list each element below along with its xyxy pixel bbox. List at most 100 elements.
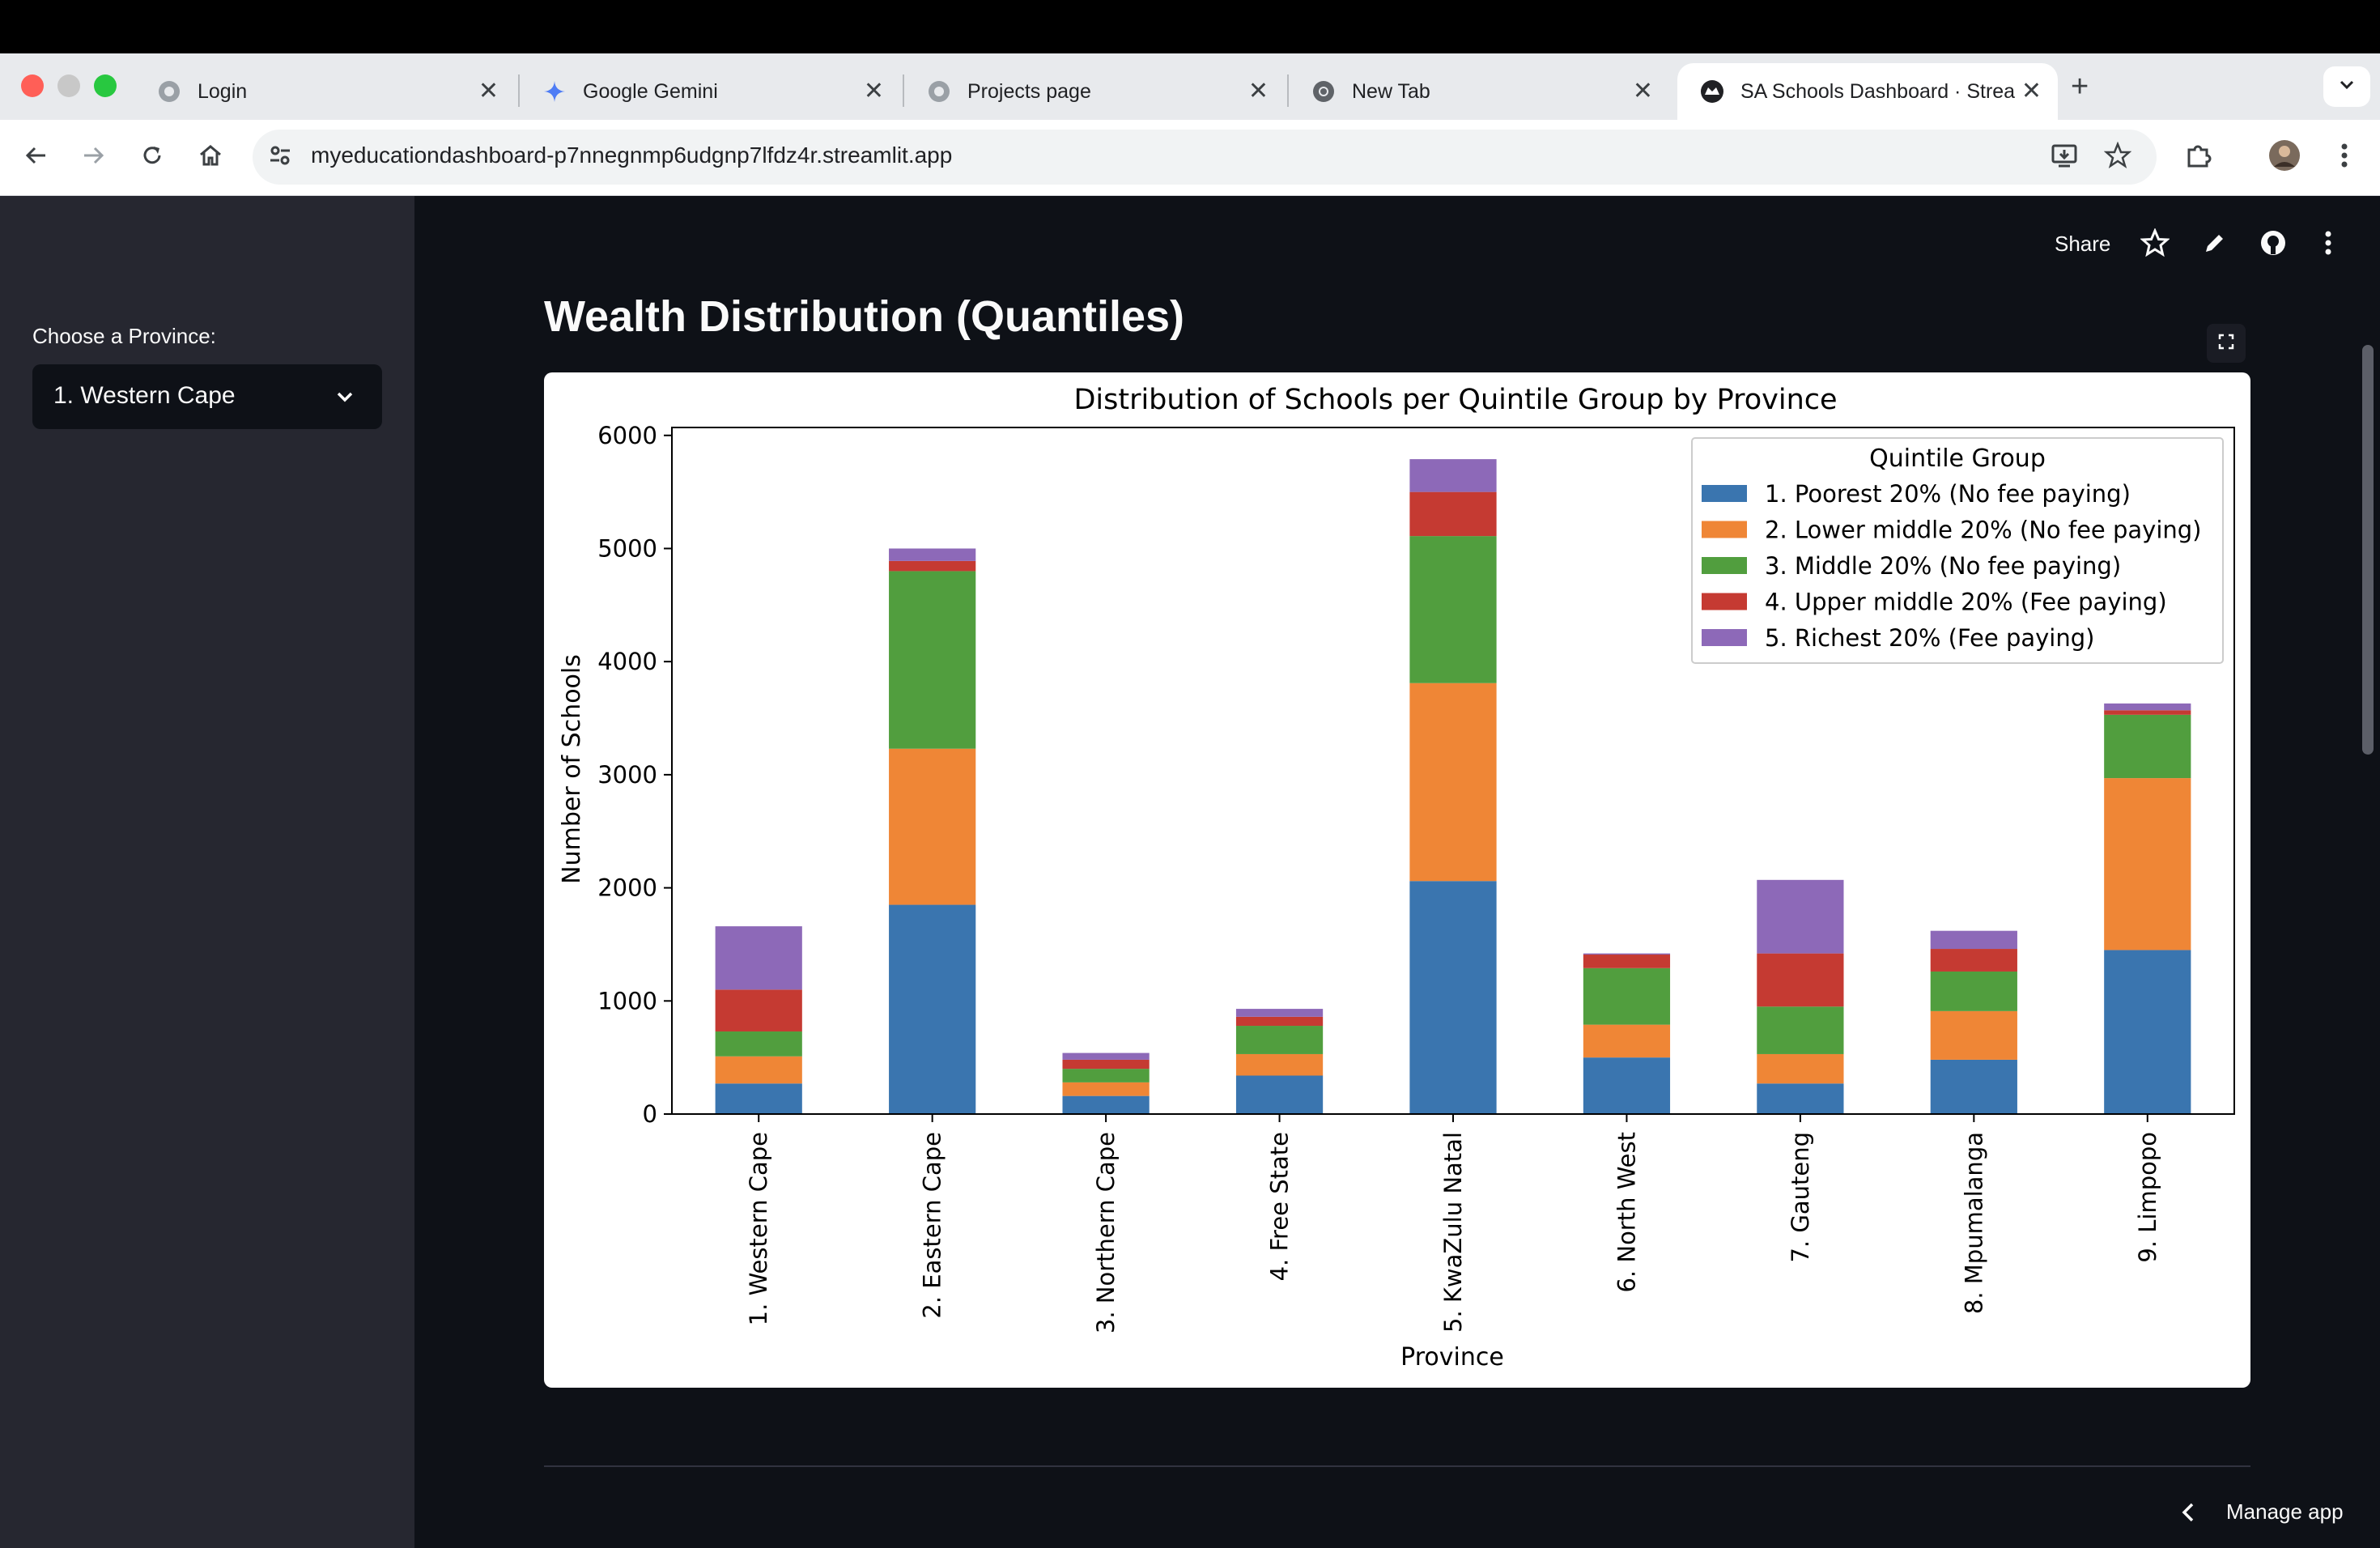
tab-search-button[interactable] <box>2323 66 2370 107</box>
y-tick-label: 2000 <box>597 874 657 902</box>
expand-icon <box>2218 334 2234 354</box>
forward-arrow-icon <box>81 142 107 172</box>
section-divider <box>544 1465 2250 1467</box>
bar-segment <box>1930 1010 2017 1060</box>
bar-segment <box>1757 1083 1844 1114</box>
tab-label: Google Gemini <box>583 79 718 103</box>
tab-label: Login <box>198 79 248 103</box>
tab-label: SA Schools Dashboard · Streamlit <box>1740 79 2016 103</box>
legend-entry: 5. Richest 20% (Fee paying) <box>1765 624 2094 652</box>
manage-app-button[interactable]: Manage app <box>2226 1499 2344 1524</box>
bar-segment <box>1409 459 1497 492</box>
bar-segment <box>2104 714 2191 779</box>
window-close-button[interactable] <box>21 74 44 97</box>
bar-segment <box>1235 1026 1324 1054</box>
x-tick-label: 4. Free State <box>1266 1132 1294 1281</box>
window-titlebar <box>0 0 2380 53</box>
bar-segment <box>1409 491 1497 537</box>
address-bar[interactable] <box>253 130 2157 185</box>
home-button[interactable] <box>193 139 228 175</box>
legend-title: Quintile Group <box>1869 444 2046 473</box>
bar-segment <box>1235 1016 1324 1027</box>
close-icon[interactable]: ✕ <box>2021 78 2042 104</box>
chart-container: Distribution of Schools per Quintile Gro… <box>544 372 2250 1388</box>
x-tick-label: 6. North West <box>1613 1132 1640 1293</box>
close-icon[interactable]: ✕ <box>863 78 884 104</box>
bar-segment <box>715 926 802 990</box>
x-tick-label: 2. Eastern Cape <box>919 1132 946 1319</box>
bar-segment <box>1235 1053 1324 1076</box>
y-tick-label: 4000 <box>597 648 657 675</box>
window-minimize-button[interactable] <box>57 74 80 97</box>
window-maximize-button[interactable] <box>94 74 117 97</box>
edit-pencil-icon[interactable] <box>2199 227 2231 259</box>
legend-swatch <box>1702 521 1747 538</box>
bar-segment <box>1757 1053 1844 1084</box>
kebab-menu-icon <box>2340 142 2349 173</box>
tab-separator <box>1287 74 1289 107</box>
chart-title: Distribution of Schools per Quintile Gro… <box>1073 384 1837 416</box>
github-icon[interactable] <box>2257 227 2289 259</box>
site-info-button[interactable] <box>262 139 298 175</box>
home-icon <box>198 142 223 172</box>
tab-new-tab[interactable]: New Tab ✕ <box>1289 63 1669 120</box>
bar-segment <box>1757 1006 1844 1054</box>
page-title: Wealth Distribution (Quantiles) <box>544 292 1185 341</box>
bar-segment <box>1235 1009 1324 1017</box>
main-menu-button[interactable] <box>2312 227 2344 259</box>
axes-group: 0 1000 2000 3000 4000 5000 6000 1. Western Cape… <box>597 422 2235 1333</box>
url-text[interactable]: myeducationdashboard-p7nnegnmp6udgnp7lfd… <box>311 142 953 168</box>
legend-swatch <box>1702 485 1747 502</box>
reload-button[interactable] <box>134 139 170 175</box>
tune-icon <box>268 143 292 172</box>
province-select[interactable] <box>32 364 382 429</box>
fullscreen-button[interactable] <box>2207 324 2246 363</box>
profile-avatar[interactable] <box>2267 139 2302 175</box>
y-tick-label: 1000 <box>597 987 657 1014</box>
bar-segment <box>715 1056 802 1084</box>
bar-segment <box>1235 1075 1324 1114</box>
back-button[interactable] <box>18 139 53 175</box>
bar-segment <box>1757 879 1844 954</box>
bar-segment <box>1062 1095 1150 1114</box>
extensions-button[interactable] <box>2181 139 2216 175</box>
chevron-down-icon[interactable] <box>334 385 356 412</box>
legend-entry: 2. Lower middle 20% (No fee paying) <box>1765 517 2201 544</box>
tab-google-gemini[interactable]: Google Gemini ✕ <box>520 63 900 120</box>
bookmark-button[interactable] <box>2100 139 2136 175</box>
share-button[interactable]: Share <box>2055 232 2111 256</box>
legend-entry: 3. Middle 20% (No fee paying) <box>1765 552 2121 580</box>
legend-box <box>1691 437 2224 664</box>
star-icon[interactable] <box>2139 227 2171 259</box>
bar-segment <box>1930 971 2017 1011</box>
close-icon[interactable]: ✕ <box>478 78 499 104</box>
forward-button[interactable] <box>76 139 112 175</box>
chevron-left-icon[interactable] <box>2179 1501 2199 1528</box>
x-tick-label: 3. Northern Cape <box>1092 1132 1120 1333</box>
gemini-icon <box>542 79 567 104</box>
bar-segment <box>2104 710 2191 715</box>
legend-swatch <box>1702 557 1747 574</box>
tab-sa-schools-dashboard[interactable]: SA Schools Dashboard · Streamlit ✕ <box>1677 63 2058 120</box>
tab-projects-page[interactable]: Projects page ✕ <box>904 63 1285 120</box>
avatar-icon <box>2268 139 2301 176</box>
stacked-bar-chart: Distribution of Schools per Quintile Gro… <box>558 384 2235 1372</box>
reload-icon <box>139 142 165 172</box>
province-select-value[interactable]: 1. Western Cape <box>53 382 236 409</box>
new-tab-button[interactable]: + <box>2071 70 2089 104</box>
bar-segment <box>1409 881 1497 1114</box>
install-app-button[interactable] <box>2046 139 2082 175</box>
y-tick-label: 5000 <box>597 534 657 562</box>
close-icon[interactable]: ✕ <box>1247 78 1269 104</box>
x-axis-label: Province <box>1400 1343 1504 1372</box>
bar-segment <box>1409 683 1497 882</box>
browser-menu-button[interactable] <box>2327 139 2362 175</box>
tab-login[interactable]: Login ✕ <box>134 63 515 120</box>
bar-segment <box>889 748 976 905</box>
bar-segment <box>1583 1024 1671 1058</box>
bar-segment <box>1583 968 1671 1025</box>
bar-segment <box>889 571 976 749</box>
close-icon[interactable]: ✕ <box>1632 78 1653 104</box>
page-scrollbar[interactable] <box>2362 345 2374 755</box>
bar-segment <box>2104 703 2191 711</box>
